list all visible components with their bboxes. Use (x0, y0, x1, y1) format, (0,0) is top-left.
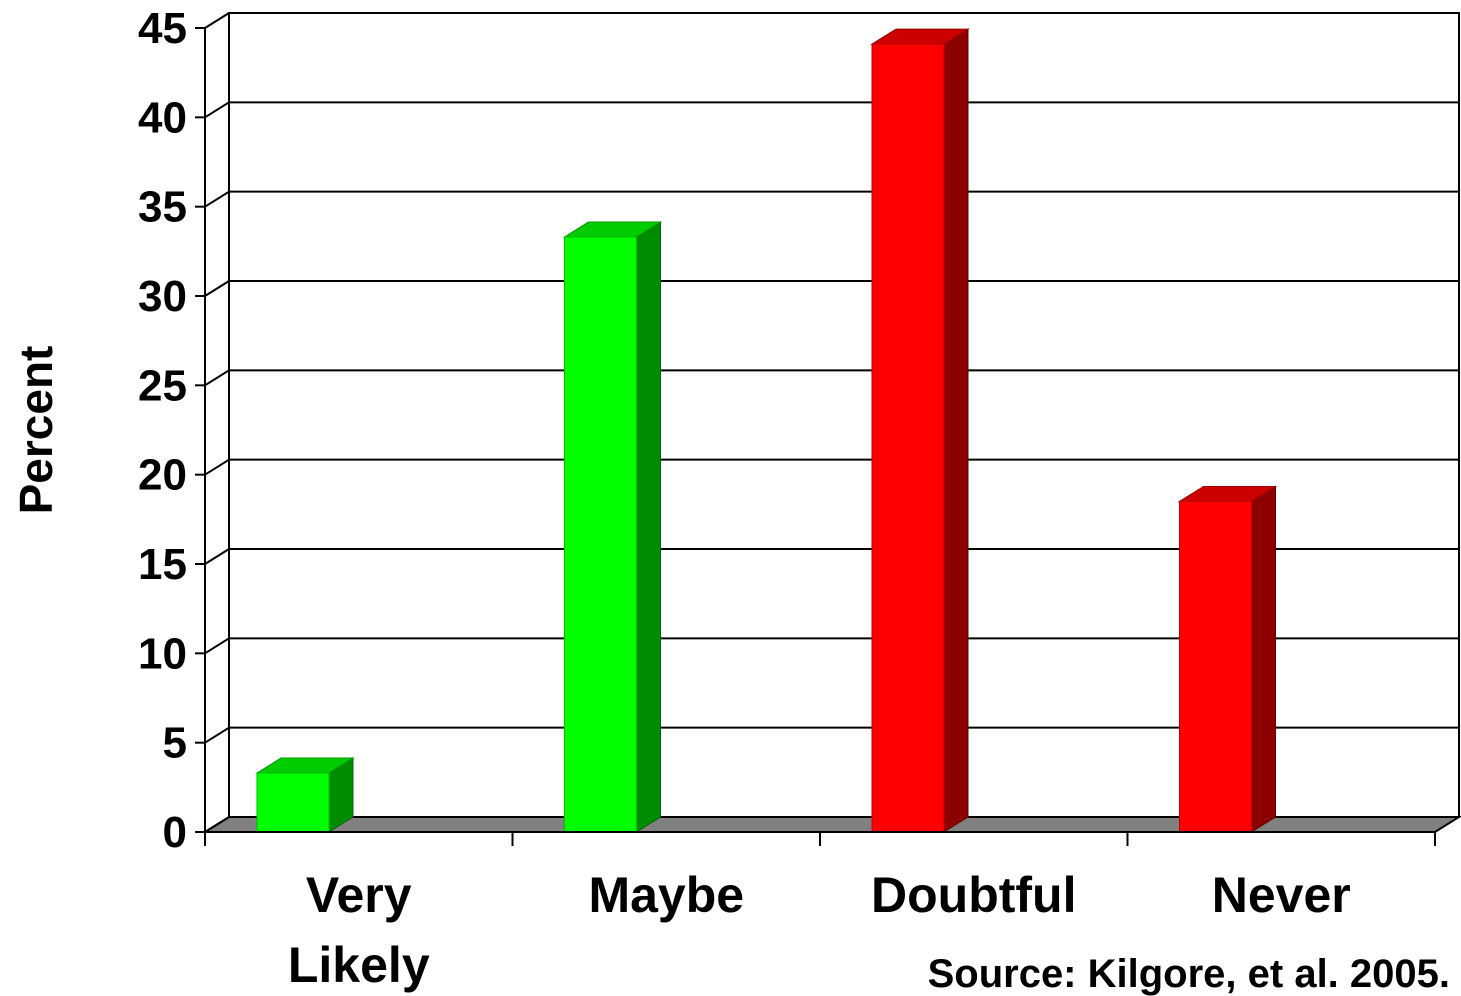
x-category-label: Doubtful (871, 867, 1076, 923)
y-tick-label: 40 (138, 93, 187, 142)
y-tick-label: 0 (163, 808, 187, 857)
bar-front (564, 236, 637, 833)
side-wall-gridline (204, 637, 230, 655)
y-tick-label: 35 (138, 183, 187, 232)
x-category-labels: Very Likely Maybe Doubtful Never (288, 867, 1351, 993)
side-wall-gridline (204, 548, 230, 565)
bar-front (1179, 500, 1252, 833)
source-label: Source: Kilgore, et al. 2005. (928, 952, 1450, 996)
side-wall-gridline (204, 101, 230, 119)
y-tick-label: 15 (138, 540, 187, 589)
y-tick-label: 30 (138, 272, 187, 321)
x-category-label: Very (306, 867, 412, 923)
bar-doubtful (870, 28, 970, 833)
y-tick-label: 25 (138, 361, 187, 410)
bar-side (943, 28, 969, 833)
axes (195, 13, 1436, 846)
y-tick-label: 10 (138, 629, 187, 678)
side-wall-gridline (204, 190, 230, 208)
y-tick-labels: 0 5 10 15 20 25 30 35 40 45 (138, 4, 187, 857)
side-wall-gridline (204, 12, 230, 29)
side-wall-gridline (204, 369, 230, 387)
side-wall-gridline (204, 726, 230, 744)
bars (255, 28, 1278, 833)
x-category-label: Never (1212, 867, 1351, 923)
bar-side (1251, 485, 1276, 833)
x-category-label: Maybe (588, 867, 744, 923)
bar-maybe (562, 221, 663, 833)
x-category-label: Likely (288, 937, 430, 993)
bar-side (636, 221, 661, 833)
y-axis-title: Percent (10, 346, 62, 515)
side-wall-gridline (204, 458, 230, 476)
side-wall-gridline (204, 280, 230, 297)
bar-never (1177, 485, 1278, 833)
y-tick-label: 45 (138, 4, 187, 53)
side-wall-gridline (204, 816, 230, 833)
bar-very-likely (255, 757, 355, 833)
y-tick-label: 5 (163, 719, 187, 768)
bar-front (871, 43, 945, 833)
y-tick-label: 20 (138, 451, 187, 500)
bar-front (256, 772, 330, 833)
